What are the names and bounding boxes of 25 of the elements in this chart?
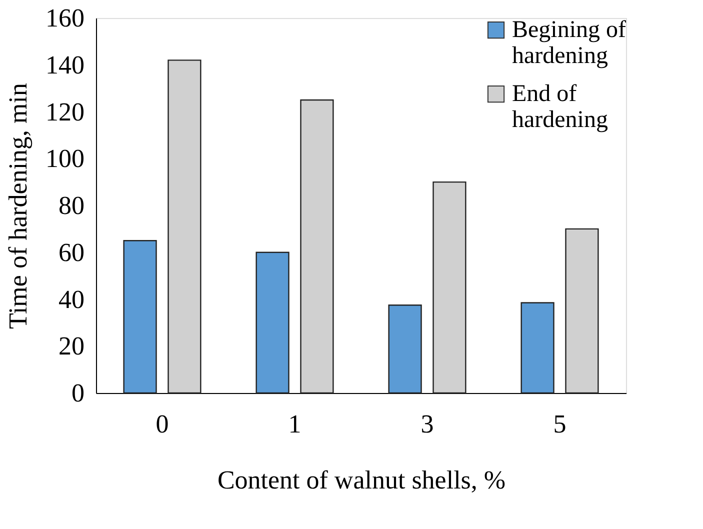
y-tick-label: 100 <box>46 144 84 174</box>
x-tick-label: 1 <box>288 410 302 438</box>
y-tick-label: 80 <box>58 191 84 220</box>
y-tick-label: 20 <box>58 332 84 361</box>
legend-label: Begining of hardening <box>512 17 626 69</box>
legend-label: End of hardening <box>512 81 608 133</box>
y-tick-label: 160 <box>46 4 84 32</box>
bar <box>168 60 202 394</box>
x-tick-label: 0 <box>156 410 169 438</box>
x-axis-title: Content of walnut shells, % <box>217 466 506 494</box>
bar <box>123 240 157 394</box>
x-tick-label: 5 <box>553 410 566 438</box>
y-tick-label: 120 <box>46 97 84 126</box>
bar <box>565 228 599 394</box>
y-tick-label: 140 <box>46 50 84 80</box>
bar <box>300 99 334 394</box>
bar <box>256 252 290 394</box>
y-tick-label: 40 <box>58 284 84 314</box>
bar <box>388 304 422 394</box>
bar <box>520 302 554 394</box>
bar <box>432 181 466 394</box>
y-axis-title: Time of hardening, min <box>4 82 32 330</box>
x-tick-label: 3 <box>420 410 434 438</box>
y-tick-label: 60 <box>58 238 84 267</box>
y-tick-label: 0 <box>72 378 84 408</box>
